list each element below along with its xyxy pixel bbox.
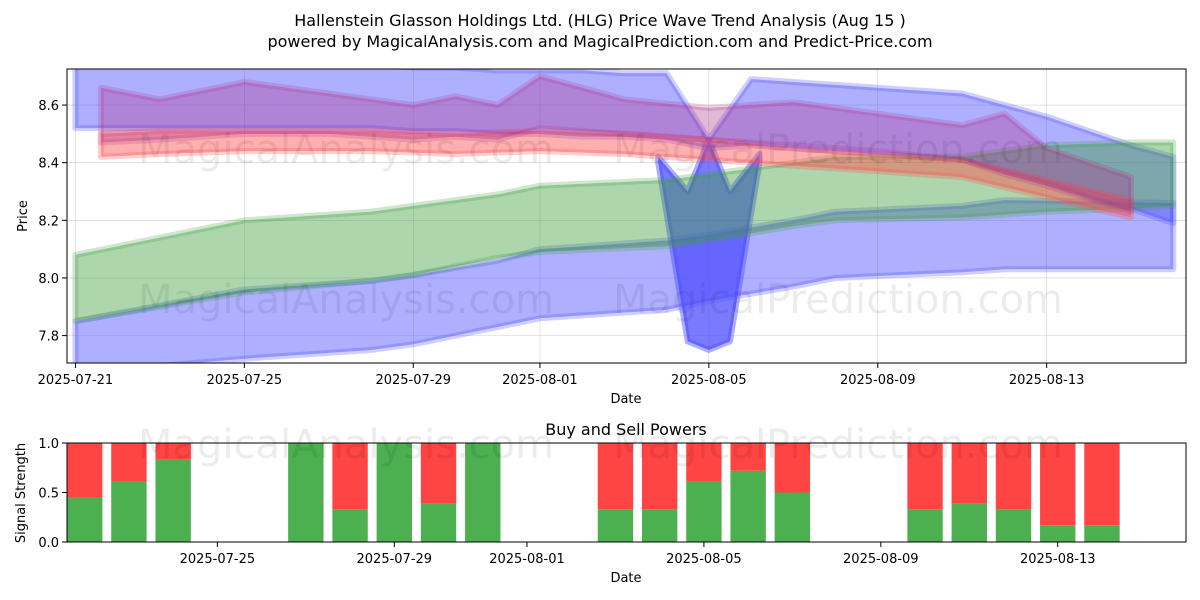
price-band-purple <box>97 73 1135 215</box>
sell-bar <box>730 443 766 471</box>
signal-x-tick-label: 2025-07-29 <box>357 552 433 567</box>
buy-bar <box>641 509 678 542</box>
signal-x-tick-label: 2025-08-01 <box>489 552 565 567</box>
sell-bar <box>641 443 678 510</box>
buy-bar <box>420 503 457 542</box>
buy-bar <box>730 470 766 542</box>
buy-bar <box>155 459 191 542</box>
signal-y-ticks: 0.0 0.5 1.0 <box>38 437 67 551</box>
price-y-label: Price <box>16 200 31 232</box>
signal-x-tick-label: 2025-08-09 <box>843 552 919 567</box>
buy-bar <box>288 443 324 542</box>
price-x-tick-label: 2025-07-29 <box>375 373 451 388</box>
sell-bar <box>774 443 811 493</box>
signal-y-tick-label: 0.5 <box>38 487 59 502</box>
buy-bar <box>67 497 103 542</box>
price-plot-frame <box>66 68 1187 364</box>
sell-bar <box>686 443 722 482</box>
buy-bar <box>995 509 1032 542</box>
watermark-bottom-right: MagicalPrediction.com <box>613 422 1063 468</box>
buy-bar <box>111 481 147 542</box>
price-band-red <box>97 128 1135 221</box>
price-x-label: Date <box>610 392 641 407</box>
sell-bar <box>1040 443 1076 526</box>
signal-x-tick-label: 2025-08-13 <box>1020 552 1096 567</box>
sell-bar <box>995 443 1032 510</box>
buy-bar <box>1040 525 1076 542</box>
sell-bar <box>907 443 943 510</box>
sell-bar <box>332 443 368 510</box>
signal-x-label: Date <box>610 571 641 586</box>
price-bands <box>72 69 1177 363</box>
buy-bar <box>332 509 368 542</box>
price-x-ticks: 2025-07-21 2025-07-25 2025-07-29 2025-08-01… <box>38 363 1085 388</box>
signal-x-tick-label: 2025-08-05 <box>666 552 742 567</box>
sell-bar <box>420 443 457 504</box>
sell-bar <box>155 443 191 460</box>
price-x-tick-label: 2025-08-01 <box>502 373 578 388</box>
buy-bar <box>907 509 943 542</box>
buy-bar <box>597 509 634 542</box>
price-x-tick-label: 2025-08-09 <box>840 373 916 388</box>
watermark-top-right: MagicalPrediction.com <box>613 127 1063 173</box>
signal-x-ticks: 2025-07-25 2025-07-29 2025-08-01 2025-08-05… <box>180 542 1096 567</box>
price-y-tick-label: 8.4 <box>38 157 59 172</box>
signal-y-label: Signal Strength <box>14 443 29 543</box>
signal-x-tick-label: 2025-07-25 <box>180 552 256 567</box>
price-x-tick-label: 2025-08-13 <box>1009 373 1085 388</box>
price-band-blue-lower <box>72 197 1177 363</box>
buy-bar <box>376 443 412 542</box>
watermark-top-left: MagicalAnalysis.com <box>138 127 554 173</box>
watermark-mid-left: MagicalAnalysis.com <box>138 277 554 323</box>
sell-bar <box>1084 443 1120 526</box>
chart-title-line2: powered by MagicalAnalysis.com and Magic… <box>267 32 932 51</box>
signal-chart: Buy and Sell Powers MagicalAnalysis.com … <box>14 420 1187 586</box>
price-chart: MagicalAnalysis.com MagicalPrediction.co… <box>16 68 1187 407</box>
buy-bar <box>774 492 811 542</box>
sell-bar <box>951 443 987 504</box>
watermark-bottom-left: MagicalAnalysis.com <box>138 422 554 468</box>
price-y-tick-label: 8.2 <box>38 214 59 229</box>
price-x-tick-label: 2025-07-25 <box>207 373 283 388</box>
price-x-tick-label: 2025-07-21 <box>38 373 114 388</box>
sell-bar <box>597 443 634 510</box>
buy-bar <box>951 503 987 542</box>
watermark-mid-right: MagicalPrediction.com <box>613 277 1063 323</box>
buy-bar <box>686 481 722 542</box>
buy-bar <box>465 443 501 542</box>
signal-y-tick-label: 0.0 <box>38 536 59 551</box>
signal-bars <box>67 443 1120 542</box>
signal-chart-title: Buy and Sell Powers <box>545 420 707 439</box>
price-y-tick-label: 7.8 <box>38 330 59 345</box>
price-x-tick-label: 2025-08-05 <box>671 373 747 388</box>
price-y-ticks: 7.8 8.0 8.2 8.4 8.6 <box>38 99 67 345</box>
price-y-tick-label: 8.6 <box>38 99 59 114</box>
price-band-blue-upper <box>72 69 1177 227</box>
price-band-green <box>72 139 1177 325</box>
chart-title-line1: Hallenstein Glasson Holdings Ltd. (HLG) … <box>294 11 905 30</box>
price-y-tick-label: 8.0 <box>38 272 59 287</box>
sell-bar <box>111 443 147 482</box>
price-band-blue-dip <box>655 136 763 353</box>
sell-bar <box>67 443 103 498</box>
signal-y-tick-label: 1.0 <box>38 437 59 452</box>
buy-bar <box>1084 525 1120 542</box>
